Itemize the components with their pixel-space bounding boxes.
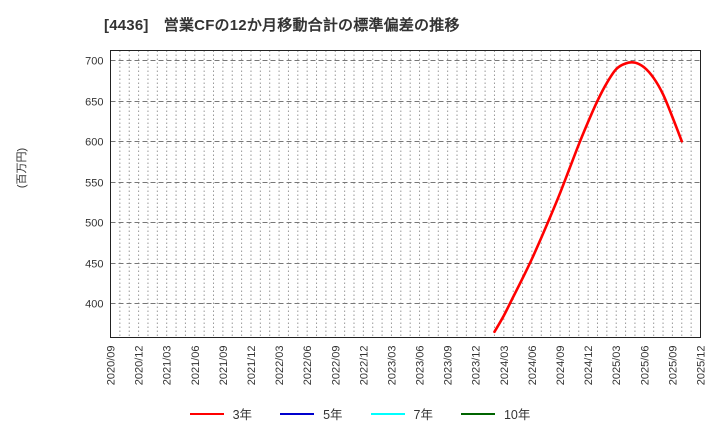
y-axis-tick-labels: 400 450 500 550 600 650 700 — [85, 56, 103, 311]
x-axis-tick-label: 2020/12 — [134, 346, 146, 386]
x-axis-tick-label: 2022/12 — [358, 346, 370, 386]
x-axis-tick-label: 2021/06 — [190, 346, 202, 386]
x-axis-tick-label: 2024/03 — [499, 346, 511, 386]
legend-label: 5年 — [323, 408, 343, 422]
data-series-lines — [493, 61, 684, 334]
x-axis-tick-label: 2022/06 — [302, 346, 314, 386]
horizontal-gridlines — [110, 60, 701, 304]
x-axis-tick-label: 2023/12 — [471, 346, 483, 386]
y-axis-tick-label: 650 — [85, 97, 103, 109]
x-axis-tick-label: 2021/12 — [246, 346, 258, 386]
x-axis-tick-label: 2020/09 — [106, 346, 118, 386]
x-axis-tick-label: 2023/03 — [386, 346, 398, 386]
legend-item-5年[interactable]: 5年 — [280, 404, 343, 423]
y-axis-tick-label: 600 — [85, 137, 103, 149]
legend-color-swatch — [460, 412, 495, 415]
x-axis-tick-labels: 2020/09 2020/12 2021/03 2021/06 2021/09 2021/… — [106, 346, 708, 386]
x-axis-tick-label: 2021/03 — [162, 346, 174, 386]
y-axis-tick-label: 700 — [85, 56, 103, 68]
x-axis-tick-label: 2025/09 — [667, 346, 679, 386]
legend-item-7年[interactable]: 7年 — [370, 404, 433, 423]
x-axis-tick-label: 2024/06 — [527, 346, 539, 386]
chart-legend: 3年 5年 7年 10年 — [0, 404, 720, 423]
x-axis-tick-label: 2022/03 — [274, 346, 286, 386]
chart-title: [4436] 営業CFの12か月移動合計の標準偏差の推移 — [104, 17, 460, 34]
legend-label: 7年 — [413, 408, 433, 422]
x-axis-tick-label: 2024/12 — [583, 346, 595, 386]
legend-color-swatch — [189, 412, 224, 415]
legend-item-10年[interactable]: 10年 — [460, 404, 531, 423]
x-axis-tick-label: 2023/06 — [415, 346, 427, 386]
x-axis-tick-label: 2025/03 — [611, 346, 623, 386]
legend-label: 3年 — [232, 408, 253, 422]
x-axis-tick-label: 2021/09 — [218, 346, 230, 386]
x-axis-tick-label: 2022/09 — [330, 346, 342, 386]
x-axis-tick-label: 2025/12 — [696, 346, 708, 386]
y-axis-tick-label: 400 — [85, 299, 103, 311]
y-axis-tick-label: 500 — [85, 218, 103, 230]
legend-color-swatch — [370, 412, 405, 415]
x-axis-tick-label: 2025/06 — [639, 346, 651, 386]
y-axis-tick-label: 450 — [85, 259, 103, 271]
legend-item-3年[interactable]: 3年 — [189, 404, 253, 423]
legend-color-swatch — [280, 412, 315, 415]
minor-vertical-gridlines — [119, 50, 692, 338]
x-axis-tick-label: 2024/09 — [555, 346, 567, 386]
series-line-3年 — [493, 61, 684, 334]
y-axis-tick-label: 550 — [85, 178, 103, 190]
plot-frame — [110, 50, 701, 338]
x-axis-tick-label: 2023/09 — [443, 346, 455, 386]
legend-label: 10年 — [503, 408, 531, 422]
